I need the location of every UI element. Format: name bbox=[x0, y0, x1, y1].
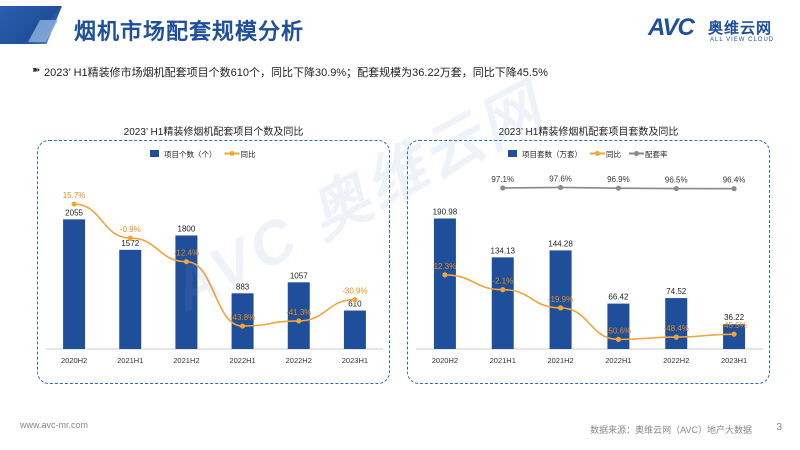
legend-swatch-marker bbox=[229, 151, 235, 156]
logo-en-text: ALL VIEW CLOUD bbox=[710, 37, 775, 43]
logo-avc-text: AVC bbox=[648, 14, 695, 41]
bar-label-2020H2: 190.98 bbox=[433, 207, 458, 216]
chart-title-right: 2023’ H1精装修烟机配套项目套数及同比 bbox=[498, 127, 679, 138]
line-point-2023H1 bbox=[731, 186, 737, 192]
line-label-2022H1: 96.9% bbox=[607, 175, 630, 184]
summary-text: 2023’ H1精装修市场烟机配套项目个数610个，同比下降30.9%；配套规模… bbox=[44, 67, 548, 79]
logo-cn-text: 奥维云网 bbox=[708, 20, 773, 37]
bar-label-2022H1: 66.42 bbox=[608, 293, 629, 302]
line-label-2020H2: 15.7% bbox=[63, 191, 86, 200]
x-tick-label: 2022H2 bbox=[286, 356, 312, 365]
x-tick-label: 2022H2 bbox=[663, 356, 689, 365]
line-point-2023H1 bbox=[352, 296, 358, 303]
legend-label: 配套率 bbox=[645, 149, 668, 159]
bar-2021H1 bbox=[119, 249, 142, 349]
bar-label-2021H2: 144.28 bbox=[548, 239, 573, 248]
brand-logo: AVC 奥维云网 ALL VIEW CLOUD bbox=[648, 14, 778, 48]
x-tick-label: 2022H1 bbox=[229, 356, 255, 365]
line-point-2021H2 bbox=[183, 259, 190, 265]
legend-swatch-bar bbox=[508, 150, 517, 157]
bar-2021H1 bbox=[491, 257, 514, 349]
chart-legend: 项目套数（万套） 同比 配套率 bbox=[508, 149, 668, 159]
line-yoy bbox=[444, 274, 735, 341]
page-number: 3 bbox=[776, 422, 782, 433]
legend-label: 项目套数（万套） bbox=[522, 149, 582, 159]
line-label-2022H2: 96.5% bbox=[665, 176, 688, 185]
line-point-2022H1 bbox=[239, 323, 246, 329]
line-point-2022H2 bbox=[673, 334, 679, 340]
line-label-2023H1: -30.9% bbox=[342, 287, 367, 296]
line-label-2021H1: -2.1% bbox=[492, 277, 513, 286]
line-label-2023H1: 96.4% bbox=[723, 176, 746, 185]
bar-2022H1 bbox=[231, 293, 254, 349]
line-label-2020H2: 12.3% bbox=[434, 262, 457, 271]
bar-label-2022H2: 1057 bbox=[290, 271, 308, 280]
line-point-2022H2 bbox=[673, 185, 679, 192]
x-tick-label: 2021H1 bbox=[490, 356, 516, 365]
chart-legend: 项目个数（个） 同比 bbox=[150, 149, 256, 159]
bar-2020H2 bbox=[63, 219, 86, 349]
bar-label-2020H2: 2055 bbox=[65, 208, 83, 217]
line-label-2023H1: -45.5% bbox=[721, 321, 746, 330]
bar-label-2021H1: 1572 bbox=[121, 239, 139, 248]
bar-label-2022H1: 883 bbox=[236, 282, 250, 291]
legend-swatch-bar bbox=[150, 150, 159, 157]
line-label-2021H2: -12.4% bbox=[174, 249, 199, 258]
bar-2023H1 bbox=[343, 310, 366, 349]
double-arrow-icon: ➽ bbox=[32, 65, 41, 76]
line-label-2021H1: 97.1% bbox=[491, 175, 514, 184]
line-point-2022H2 bbox=[296, 318, 302, 324]
chart-panel-left: 项目个数（个） 同比 2055 2020H2 1572 2021H1 1800 2021H2 8… bbox=[37, 140, 390, 384]
line-label-2022H1: -50.6% bbox=[606, 326, 631, 335]
chart-right-svg: 项目套数（万套） 同比 配套率 190.98 2020H2 134.13 2021H1 144… bbox=[416, 149, 763, 365]
bar-label-2021H2: 1800 bbox=[178, 224, 196, 233]
x-tick-label: 2020H2 bbox=[61, 356, 87, 365]
line-label-2022H2: -41.3% bbox=[286, 308, 311, 317]
x-tick-label: 2023H1 bbox=[342, 356, 368, 365]
x-tick-label: 2021H1 bbox=[117, 356, 143, 365]
line-point-2021H2 bbox=[557, 184, 564, 191]
line-yoy bbox=[74, 203, 355, 327]
chart-panel-right: 项目套数（万套） 同比 配套率 190.98 2020H2 134.13 2021H1 144… bbox=[407, 140, 770, 384]
line-label-2021H2: -19.9% bbox=[548, 295, 573, 304]
x-tick-label: 2020H2 bbox=[432, 356, 458, 365]
chart-left-svg: 项目个数（个） 同比 2055 2020H2 1572 2021H1 1800 2021H2 8… bbox=[46, 149, 383, 365]
legend-label: 项目个数（个） bbox=[164, 149, 217, 159]
line-point-2021H1 bbox=[500, 287, 506, 293]
line-label-2022H1: -43.8% bbox=[230, 313, 255, 322]
line-point-2023H1 bbox=[731, 331, 737, 337]
legend-swatch-marker bbox=[595, 151, 600, 156]
bar-2021H2 bbox=[549, 250, 572, 349]
chart-title-left: 2023’ H1精装修烟机配套项目个数及同比 bbox=[123, 127, 304, 138]
legend-swatch-marker bbox=[634, 151, 639, 156]
bar-2020H2 bbox=[433, 218, 456, 349]
footer-source: 数据来源：奥维云网（AVC）地产大数据 bbox=[590, 425, 752, 435]
bar-label-2022H2: 74.52 bbox=[666, 287, 687, 296]
x-tick-label: 2021H2 bbox=[173, 356, 199, 365]
line-label-2022H2: -48.4% bbox=[664, 324, 689, 333]
page-title: 烟机市场配套规模分析 bbox=[74, 19, 305, 44]
bar-2021H2 bbox=[175, 235, 198, 349]
x-tick-label: 2021H2 bbox=[547, 356, 573, 365]
line-point-2021H1 bbox=[500, 185, 506, 191]
legend-label: 同比 bbox=[606, 149, 621, 159]
line-point-2021H2 bbox=[557, 305, 564, 311]
line-point-2020H2 bbox=[442, 272, 448, 278]
legend-label: 同比 bbox=[241, 149, 256, 159]
x-tick-label: 2022H1 bbox=[605, 356, 631, 365]
bar-label-2023H1: 610 bbox=[348, 300, 362, 309]
bar-2022H2 bbox=[287, 282, 310, 349]
bar-label-2021H1: 134.13 bbox=[491, 246, 516, 255]
bar-label-2023H1: 36.22 bbox=[724, 313, 745, 322]
line-label-2021H1: -0.9% bbox=[120, 225, 141, 234]
line-point-2022H1 bbox=[615, 336, 622, 342]
line-point-2020H2 bbox=[71, 201, 77, 207]
line-label-2021H2: 97.6% bbox=[549, 174, 572, 183]
footer-url: www.avc-mr.com bbox=[20, 420, 89, 430]
line-point-2021H1 bbox=[127, 235, 133, 241]
x-tick-label: 2023H1 bbox=[721, 356, 747, 365]
bar-2022H1 bbox=[607, 303, 630, 349]
line-point-2022H1 bbox=[615, 185, 622, 191]
